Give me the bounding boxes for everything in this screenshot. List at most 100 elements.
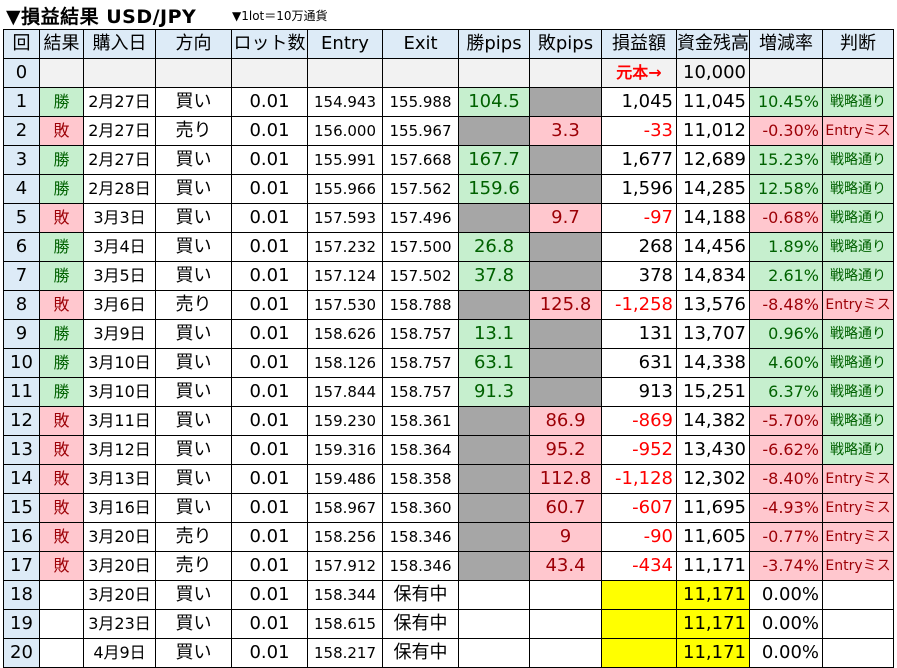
date-cell: 2月27日 [83, 116, 156, 146]
balance-cell: 13,707 [676, 319, 750, 349]
pl-cell: 631 [601, 348, 677, 378]
entry-cell: 158.256 [307, 522, 383, 552]
date-cell: 2月27日 [83, 87, 156, 117]
direction-cell: 買い [155, 232, 232, 262]
result-cell: 敗 [39, 464, 84, 494]
judge-cell: 戦略通り [822, 377, 894, 407]
rate-cell: -5.70% [749, 406, 823, 436]
result-cell: 勝 [39, 348, 84, 378]
row-no: 9 [3, 319, 40, 349]
balance-cell: 14,338 [676, 348, 750, 378]
row-no: 20 [3, 638, 40, 668]
direction-cell: 買い [155, 464, 232, 494]
judge-cell: 戦略通り [822, 348, 894, 378]
lose-pips-cell: 9.7 [529, 203, 602, 233]
exit-cell: 158.346 [382, 522, 459, 552]
date-cell: 3月6日 [83, 290, 156, 320]
result-cell: 敗 [39, 551, 84, 581]
win-pips-cell [458, 203, 530, 233]
lot-cell: 0.01 [231, 261, 308, 291]
date-cell: 3月10日 [83, 348, 156, 378]
header-rate: 増減率 [749, 29, 823, 59]
pl-cell: -952 [601, 435, 677, 465]
row-no: 18 [3, 580, 40, 610]
judge-cell: Entryミス [822, 522, 894, 552]
direction-cell: 買い [155, 638, 232, 668]
exit-cell: 157.562 [382, 174, 459, 204]
win-pips-cell [458, 406, 530, 436]
cell-empty [155, 58, 232, 88]
lose-pips-cell: 86.9 [529, 406, 602, 436]
exit-cell: 保有中 [382, 609, 459, 639]
row-no: 19 [3, 609, 40, 639]
balance-cell: 14,188 [676, 203, 750, 233]
trade-row: 20 4月9日 買い 0.01 158.217 保有中 11,171 0.00% [3, 638, 894, 668]
win-pips-cell [458, 522, 530, 552]
balance-cell: 11,605 [676, 522, 750, 552]
direction-cell: 売り [155, 290, 232, 320]
direction-cell: 売り [155, 522, 232, 552]
pl-cell: -1,258 [601, 290, 677, 320]
lot-cell: 0.01 [231, 377, 308, 407]
rate-cell: -4.93% [749, 493, 823, 523]
trade-row: 13 敗 3月12日 買い 0.01 159.316 158.364 95.2 -952 13,4… [3, 435, 894, 465]
row-no: 13 [3, 435, 40, 465]
balance-cell: 11,012 [676, 116, 750, 146]
judge-cell: Entryミス [822, 493, 894, 523]
lot-note: ▼1lot＝10万通貨 [232, 9, 328, 23]
judge-cell [822, 580, 894, 610]
header-exit: Exit [382, 29, 459, 59]
pl-cell: -869 [601, 406, 677, 436]
lot-cell: 0.01 [231, 319, 308, 349]
trade-row: 11 勝 3月10日 買い 0.01 157.844 158.757 91.3 913 15,25… [3, 377, 894, 407]
lot-cell: 0.01 [231, 116, 308, 146]
win-pips-cell: 159.6 [458, 174, 530, 204]
rate-cell: -8.48% [749, 290, 823, 320]
lot-cell: 0.01 [231, 493, 308, 523]
lot-cell: 0.01 [231, 406, 308, 436]
trade-row: 10 勝 3月10日 買い 0.01 158.126 158.757 63.1 631 14,33… [3, 348, 894, 378]
pl-cell: -434 [601, 551, 677, 581]
trade-row: 16 敗 3月20日 売り 0.01 158.256 158.346 9 -90 11,605 -0… [3, 522, 894, 552]
header-direction: 方向 [155, 29, 232, 59]
date-cell: 3月20日 [83, 580, 156, 610]
row-no: 0 [3, 58, 40, 88]
result-cell: 勝 [39, 174, 84, 204]
rate-cell: 2.61% [749, 261, 823, 291]
balance-cell: 11,171 [676, 638, 750, 668]
row-no: 3 [3, 145, 40, 175]
judge-cell: Entryミス [822, 464, 894, 494]
result-cell [39, 638, 84, 668]
lot-cell: 0.01 [231, 174, 308, 204]
entry-cell: 158.344 [307, 580, 383, 610]
entry-cell: 159.486 [307, 464, 383, 494]
header-no: 回 [3, 29, 40, 59]
trade-row: 14 敗 3月13日 買い 0.01 159.486 158.358 112.8 -1,128 1… [3, 464, 894, 494]
direction-cell: 売り [155, 551, 232, 581]
trade-row: 12 敗 3月11日 買い 0.01 159.230 158.361 86.9 -869 14,3… [3, 406, 894, 436]
cell-empty [749, 58, 823, 88]
lose-pips-cell [529, 580, 602, 610]
exit-cell: 158.346 [382, 551, 459, 581]
win-pips-cell [458, 290, 530, 320]
trade-row: 19 3月23日 買い 0.01 158.615 保有中 11,171 0.00% [3, 609, 894, 639]
exit-cell: 158.361 [382, 406, 459, 436]
win-pips-cell [458, 435, 530, 465]
balance-cell: 11,171 [676, 580, 750, 610]
judge-cell [822, 609, 894, 639]
date-cell: 3月20日 [83, 551, 156, 581]
pl-cell: 1,677 [601, 145, 677, 175]
entry-cell: 157.593 [307, 203, 383, 233]
direction-cell: 売り [155, 116, 232, 146]
pl-cell [601, 609, 677, 639]
lose-pips-cell [529, 174, 602, 204]
trade-row: 7 勝 3月5日 買い 0.01 157.124 157.502 37.8 378 14,834 2… [3, 261, 894, 291]
entry-cell: 159.316 [307, 435, 383, 465]
date-cell: 3月23日 [83, 609, 156, 639]
trade-row: 1 勝 2月27日 買い 0.01 154.943 155.988 104.5 1,045 11,… [3, 87, 894, 117]
header-row: 回 結果 購入日 方向 ロット数 Entry Exit 勝pips 敗pips … [3, 29, 894, 59]
win-pips-cell: 63.1 [458, 348, 530, 378]
title-bar: ▼損益結果 USD/JPY ▼1lot＝10万通貨 [0, 0, 897, 29]
lot-cell: 0.01 [231, 145, 308, 175]
result-cell: 敗 [39, 435, 84, 465]
